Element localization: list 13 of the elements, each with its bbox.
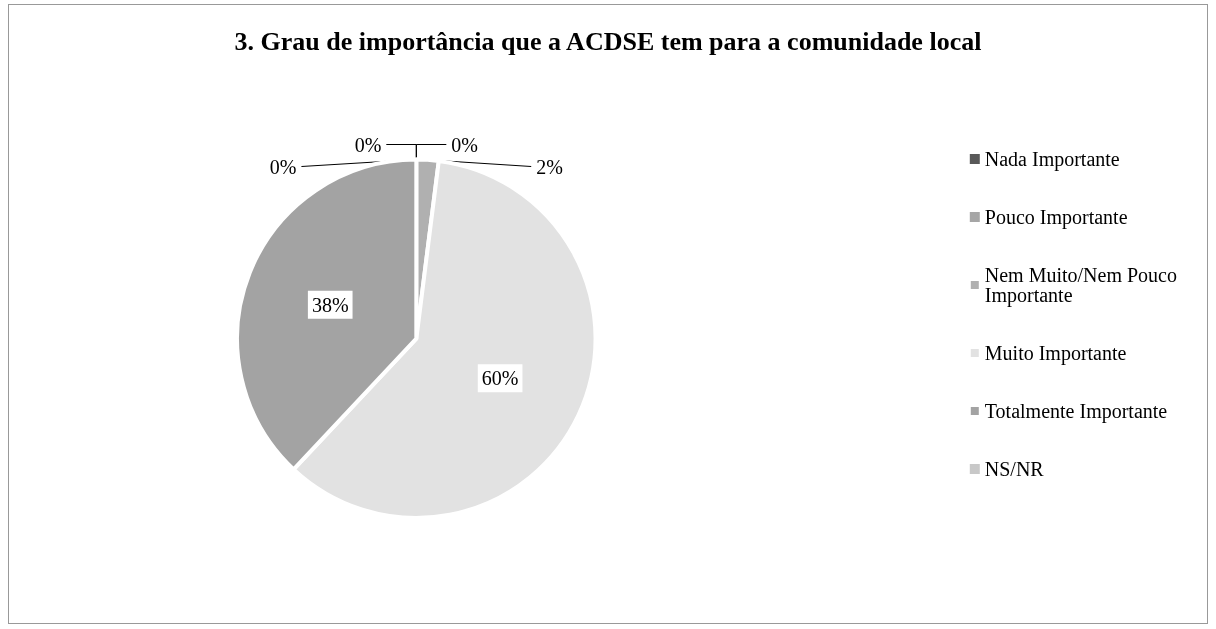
legend-label: Totalmente Importante (984, 400, 1168, 423)
legend-label: NS/NR (984, 458, 1045, 480)
text: 0% (269, 155, 297, 178)
data-label: 60% (481, 367, 519, 390)
data-label: 2% (536, 155, 563, 178)
legend-label: Muito Importante (984, 342, 1127, 365)
legend-label: Nem Muito/Nem Pouco Importante (984, 264, 1183, 307)
data-label: 38% (311, 293, 349, 316)
chart-title: 3. Grau de importância que a ACDSE tem para a comunidade local (234, 26, 982, 56)
text: 0% (354, 133, 382, 156)
text: 0% (451, 133, 478, 156)
legend-label: Nada Importante (984, 148, 1120, 171)
legend-label: Pouco Importante (984, 206, 1128, 229)
